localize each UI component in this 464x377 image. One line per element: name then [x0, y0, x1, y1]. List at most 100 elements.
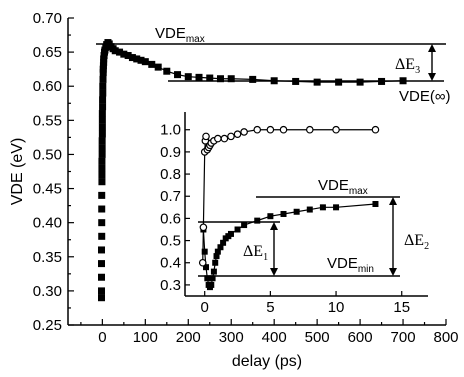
data-point	[216, 75, 224, 83]
y-axis-label: VDE (eV)	[9, 138, 26, 206]
inset-square-point	[203, 264, 210, 271]
inset-vde-min-label: VDEmin	[327, 255, 374, 275]
y-tick-label: 0.35	[33, 249, 62, 266]
data-point	[98, 110, 106, 118]
delta-e2-arrowhead-top	[389, 197, 397, 205]
y-tick-label: 0.50	[33, 146, 62, 163]
data-point	[148, 60, 156, 68]
y-tick-label: 0.40	[33, 215, 62, 232]
data-point	[227, 75, 235, 83]
inset-square-point	[267, 213, 274, 220]
delta-e1-arrowhead-top	[270, 222, 278, 230]
delta-e2-arrowhead-bottom	[389, 268, 397, 276]
inset-y-tick-label: 1.0	[160, 122, 181, 139]
main-annotations: VDEmax ΔE3 VDE(∞)	[96, 25, 451, 105]
inset-circle-point	[279, 125, 288, 134]
inset-circle-point	[253, 125, 262, 134]
data-point	[98, 294, 106, 302]
inset-y-tick-label: 0.7	[160, 188, 181, 205]
inset-y-tick-label: 0.8	[160, 166, 181, 183]
inset-data-marks	[198, 125, 380, 291]
data-point	[137, 56, 145, 64]
inset-background	[185, 112, 428, 296]
inset-square-point	[204, 275, 211, 282]
data-point	[98, 157, 106, 165]
data-point	[184, 73, 192, 81]
x-tick-label: 0	[98, 329, 106, 346]
x-axis-label: delay (ps)	[232, 353, 302, 370]
data-point	[133, 55, 141, 63]
data-point	[356, 78, 364, 86]
data-point	[163, 67, 171, 75]
data-point	[98, 123, 106, 131]
inset-x-tick-label: 10	[328, 299, 345, 316]
inset-circle-point	[305, 125, 314, 134]
x-tick-label: 500	[305, 329, 330, 346]
inset-square-point	[210, 268, 217, 275]
data-point	[98, 130, 106, 138]
data-point	[98, 150, 106, 158]
inset-square-point	[208, 281, 215, 288]
data-point	[98, 144, 106, 152]
data-point	[195, 73, 203, 81]
data-point	[174, 71, 182, 79]
x-tick-label: 400	[262, 329, 287, 346]
x-tick-label: 800	[433, 329, 458, 346]
inset-circle-point	[227, 132, 235, 141]
delta-e2-label: ΔE2	[404, 232, 429, 252]
y-tick-label: 0.25	[33, 317, 62, 334]
x-tick-label: 600	[348, 329, 373, 346]
data-point	[249, 75, 257, 83]
x-tick-label: 200	[176, 329, 201, 346]
data-point	[99, 89, 107, 97]
delta-e3-label: ΔE3	[395, 56, 420, 76]
data-point	[154, 63, 162, 71]
inset-y-tick-label: 0.4	[160, 255, 181, 272]
data-point	[98, 191, 106, 199]
data-point	[98, 246, 106, 254]
data-point	[98, 171, 106, 179]
data-point	[116, 48, 124, 56]
inset-y-tick-label: 0.9	[160, 144, 181, 161]
inset-square-point	[220, 239, 227, 246]
vde-max-label: VDEmax	[155, 25, 205, 45]
data-point	[98, 260, 106, 268]
inset-annotations: VDEmax ΔE1 ΔE2 VDEmin	[198, 177, 429, 277]
inset-square-point	[254, 217, 261, 224]
data-point	[128, 54, 136, 62]
inset-circle-point	[332, 125, 340, 134]
data-point	[124, 52, 132, 60]
data-point	[120, 50, 128, 58]
inset-circle-point	[214, 134, 222, 143]
inset-circle-point	[266, 125, 275, 134]
vde-inf-label: VDE(∞)	[399, 88, 451, 105]
data-point	[98, 164, 106, 172]
data-point	[98, 178, 106, 186]
delta-e1-arrowhead-bottom	[270, 268, 278, 276]
inset-square-point	[280, 210, 287, 217]
inset-circle-point	[198, 258, 207, 267]
inset-circle-point	[371, 125, 380, 134]
data-point	[206, 74, 214, 82]
inset-y-tick-label: 0.6	[160, 210, 181, 227]
inset-circle-point	[240, 128, 248, 136]
y-tick-label: 0.45	[33, 181, 62, 198]
inset-square-point	[372, 201, 379, 207]
delta-e3-arrowhead-top	[428, 44, 436, 52]
data-point	[99, 96, 107, 104]
inset-square-point	[333, 204, 340, 211]
x-tick-label: 100	[133, 329, 158, 346]
y-tick-label: 0.30	[33, 283, 62, 300]
data-point	[98, 116, 106, 124]
inset-square-point	[319, 204, 326, 211]
inset-vde-max-label: VDEmax	[318, 177, 368, 197]
data-point	[98, 232, 106, 240]
inset-square-point	[234, 226, 241, 233]
inset-square-point	[227, 230, 234, 237]
inset-circle-point	[220, 134, 229, 143]
data-point	[141, 58, 149, 66]
x-tick-label: 300	[219, 329, 244, 346]
y-tick-label: 0.60	[33, 78, 62, 95]
